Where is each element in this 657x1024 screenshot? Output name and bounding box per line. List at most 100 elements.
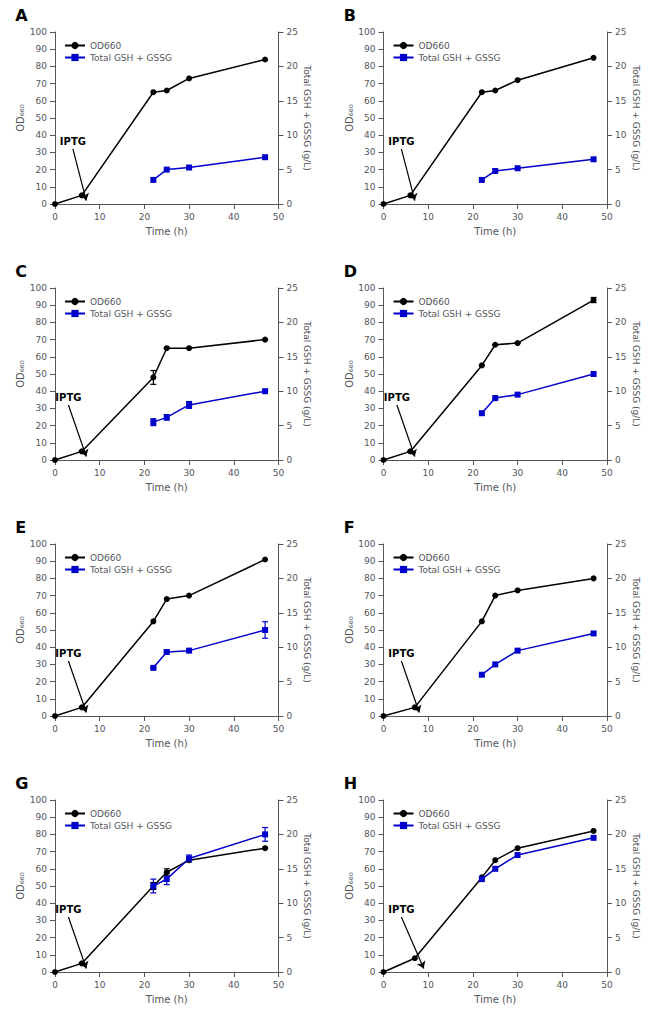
svg-text:OD660: OD660 [419,553,450,563]
svg-text:H: H [344,774,357,793]
svg-text:20: 20 [36,933,48,943]
svg-text:IPTG: IPTG [388,904,414,915]
svg-text:5: 5 [615,677,621,687]
svg-text:40: 40 [228,212,240,222]
svg-text:5: 5 [287,677,293,687]
svg-text:10: 10 [36,182,48,192]
svg-text:60: 60 [364,864,376,874]
svg-text:90: 90 [36,556,48,566]
svg-text:50: 50 [364,881,376,891]
svg-text:0: 0 [41,711,47,721]
svg-text:80: 80 [36,829,48,839]
svg-text:OD660: OD660 [90,41,121,51]
svg-text:OD₆₆₀: OD₆₆₀ [344,360,355,388]
svg-text:IPTG: IPTG [388,136,414,147]
svg-text:25: 25 [615,283,626,293]
svg-text:OD660: OD660 [419,41,450,51]
svg-text:40: 40 [36,386,48,396]
svg-text:Total GSH + GSSG (g/L): Total GSH + GSSG (g/L) [302,832,312,939]
svg-text:10: 10 [287,130,299,140]
svg-text:Time (h): Time (h) [145,994,188,1005]
svg-text:20: 20 [139,980,151,990]
svg-text:20: 20 [364,165,376,175]
svg-text:50: 50 [36,113,48,123]
svg-text:15: 15 [287,864,298,874]
svg-text:30: 30 [36,659,48,669]
svg-text:50: 50 [273,724,285,734]
svg-text:E: E [15,518,26,537]
svg-text:0: 0 [287,967,293,977]
svg-text:25: 25 [615,27,626,37]
svg-text:15: 15 [615,608,626,618]
svg-text:20: 20 [615,317,627,327]
svg-text:30: 30 [364,403,376,413]
svg-text:10: 10 [36,950,48,960]
svg-text:0: 0 [370,455,376,465]
svg-text:10: 10 [422,724,434,734]
svg-text:15: 15 [287,608,298,618]
svg-text:10: 10 [422,468,434,478]
svg-text:0: 0 [381,980,387,990]
svg-text:IPTG: IPTG [60,136,86,147]
svg-text:OD₆₆₀: OD₆₆₀ [344,616,355,644]
svg-text:0: 0 [381,724,387,734]
svg-text:30: 30 [364,659,376,669]
svg-text:100: 100 [30,27,47,37]
svg-text:OD660: OD660 [90,809,121,819]
svg-text:10: 10 [36,438,48,448]
svg-text:25: 25 [615,539,626,549]
svg-text:80: 80 [36,317,48,327]
svg-text:60: 60 [36,352,48,362]
svg-text:10: 10 [94,724,106,734]
svg-text:30: 30 [364,147,376,157]
svg-text:0: 0 [287,455,293,465]
svg-text:OD₆₆₀: OD₆₆₀ [15,872,26,900]
svg-text:5: 5 [615,933,621,943]
svg-text:Time (h): Time (h) [473,738,516,749]
svg-text:20: 20 [287,829,299,839]
svg-text:OD₆₆₀: OD₆₆₀ [15,616,26,644]
svg-text:20: 20 [287,573,299,583]
svg-text:25: 25 [287,27,298,37]
svg-text:25: 25 [287,539,298,549]
svg-text:20: 20 [615,573,627,583]
svg-text:0: 0 [41,455,47,465]
svg-text:20: 20 [139,724,151,734]
svg-text:A: A [15,6,28,25]
svg-text:Total GSH + GSSG (g/L): Total GSH + GSSG (g/L) [631,832,641,939]
svg-text:40: 40 [228,980,240,990]
svg-text:0: 0 [370,199,376,209]
svg-text:50: 50 [601,980,613,990]
svg-text:0: 0 [41,967,47,977]
svg-text:100: 100 [30,283,47,293]
svg-text:5: 5 [287,165,293,175]
svg-text:10: 10 [615,898,627,908]
svg-text:50: 50 [273,980,285,990]
svg-text:10: 10 [287,898,299,908]
svg-text:5: 5 [615,165,621,175]
svg-text:0: 0 [52,724,58,734]
svg-text:90: 90 [364,44,376,54]
svg-text:Total GSH + GSSG (g/L): Total GSH + GSSG (g/L) [631,320,641,427]
svg-text:20: 20 [467,468,479,478]
svg-text:60: 60 [364,608,376,618]
svg-text:5: 5 [615,421,621,431]
svg-text:10: 10 [364,950,376,960]
svg-text:15: 15 [287,96,298,106]
svg-text:0: 0 [41,199,47,209]
svg-text:B: B [344,6,356,25]
svg-text:60: 60 [36,96,48,106]
svg-text:20: 20 [467,980,479,990]
svg-text:OD660: OD660 [419,297,450,307]
svg-text:Total GSH + GSSG: Total GSH + GSSG [89,821,172,831]
svg-text:Time (h): Time (h) [473,994,516,1005]
svg-text:0: 0 [52,468,58,478]
svg-text:0: 0 [287,711,293,721]
svg-text:5: 5 [287,421,293,431]
svg-text:10: 10 [94,212,106,222]
svg-text:15: 15 [615,864,626,874]
svg-text:50: 50 [273,468,285,478]
svg-text:20: 20 [36,421,48,431]
svg-text:10: 10 [364,438,376,448]
svg-text:25: 25 [287,283,298,293]
